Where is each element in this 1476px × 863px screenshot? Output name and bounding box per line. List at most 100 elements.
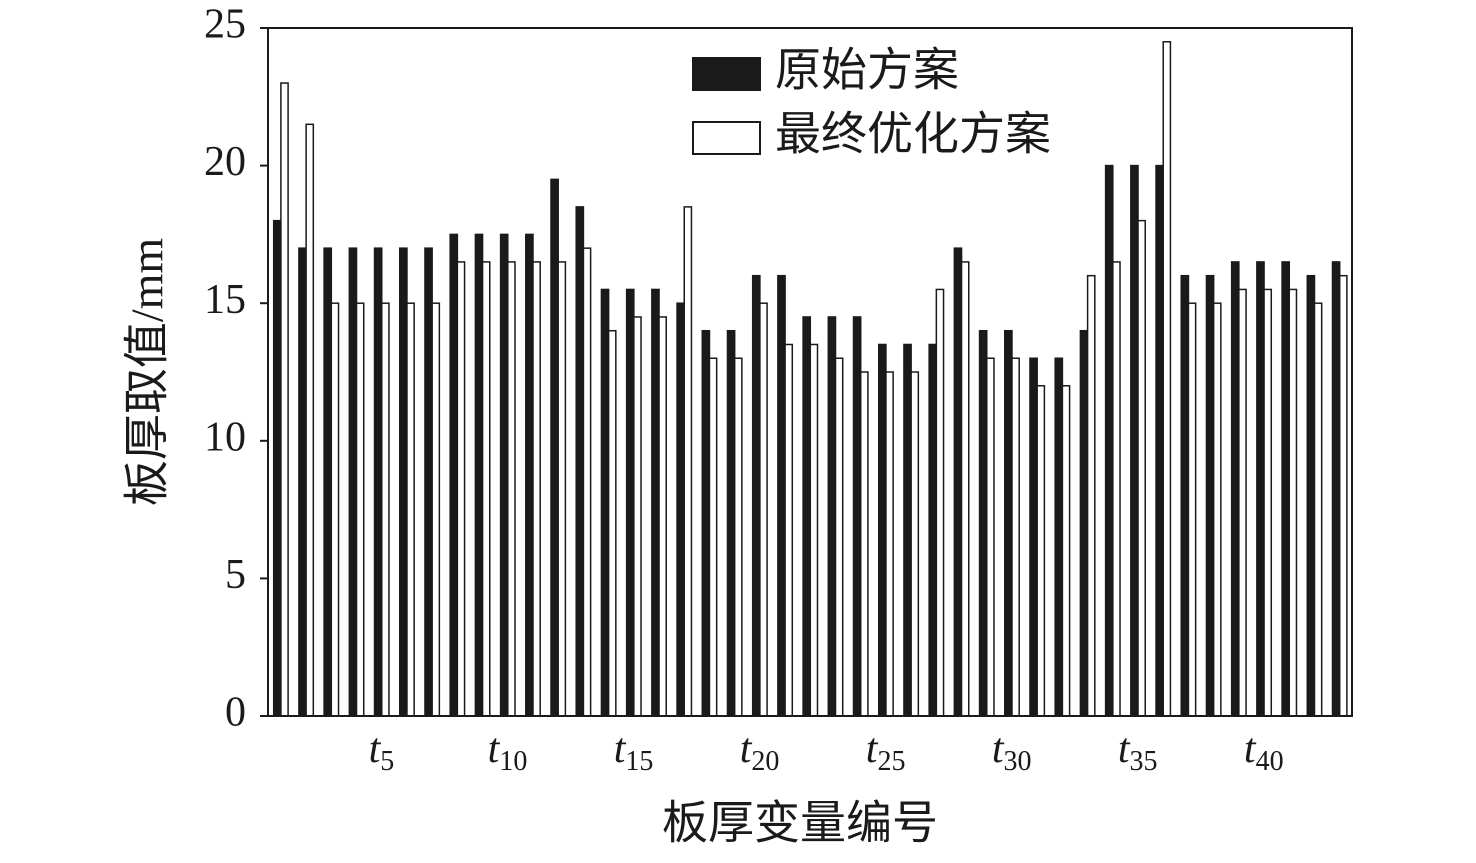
bar [1180, 274, 1190, 717]
bar [1230, 261, 1240, 717]
bar [348, 247, 358, 717]
bar [859, 371, 869, 717]
bar [802, 316, 812, 717]
bar [481, 261, 491, 717]
bar [507, 261, 516, 717]
bar [607, 329, 617, 717]
bar [449, 233, 459, 717]
bar [978, 329, 988, 717]
bar [1212, 302, 1222, 717]
bar [1338, 274, 1348, 717]
legend-label: 原始方案 [775, 45, 959, 96]
x-tick-label: t35 [1118, 726, 1158, 777]
bar [777, 274, 786, 717]
bar [651, 288, 660, 717]
bar [910, 371, 920, 717]
bar [1086, 274, 1096, 717]
bar [903, 343, 912, 717]
bar [1256, 261, 1265, 717]
bar [532, 261, 541, 717]
x-tick-label: t40 [1244, 726, 1284, 777]
bar [986, 357, 995, 717]
bar [298, 247, 307, 717]
y-tick-label: 5 [225, 552, 246, 598]
bar [1011, 357, 1020, 717]
bar [960, 261, 970, 717]
x-tick-label: t30 [992, 726, 1032, 777]
bar [1104, 164, 1114, 717]
bar [935, 288, 945, 717]
legend-swatch [692, 121, 761, 155]
bar [1004, 329, 1013, 717]
x-tick-label: t20 [740, 726, 780, 777]
bar [759, 302, 768, 717]
x-tick-label: t25 [866, 726, 906, 777]
bar [323, 247, 333, 717]
bar [582, 247, 592, 717]
bar [272, 219, 282, 717]
bar [380, 302, 390, 717]
bar [658, 316, 667, 717]
bar [827, 316, 837, 717]
bar [1130, 164, 1139, 717]
bar [1205, 274, 1215, 717]
bar [885, 371, 894, 717]
bar [330, 302, 340, 717]
bar [928, 343, 938, 717]
bar [676, 302, 686, 717]
bar [701, 329, 711, 717]
bar [1054, 357, 1064, 717]
bar [726, 329, 736, 717]
bar [355, 302, 365, 717]
bar [431, 302, 441, 717]
bar [399, 247, 408, 717]
x-tick-label: t10 [488, 726, 528, 777]
bar [625, 288, 635, 717]
x-tick-label: t15 [614, 726, 654, 777]
bar [809, 343, 819, 717]
bar [1112, 261, 1121, 717]
bar [557, 261, 567, 717]
x-tick-label: t5 [369, 726, 395, 777]
y-axis-label: 板厚取值/mm [122, 238, 173, 507]
bar [305, 123, 315, 717]
bar [633, 316, 642, 717]
bar [1238, 288, 1247, 717]
bar [550, 178, 559, 717]
bar [1061, 385, 1071, 717]
y-tick-label: 25 [204, 2, 246, 48]
y-tick-label: 15 [204, 277, 246, 323]
bar [406, 302, 415, 717]
bar [784, 343, 794, 717]
bar [456, 261, 466, 717]
bar [1187, 302, 1197, 717]
legend-swatch [692, 57, 761, 91]
bar [1036, 385, 1046, 717]
bar [1263, 288, 1273, 717]
y-tick-label: 0 [225, 690, 246, 736]
bar [852, 316, 862, 717]
plot-frame [267, 27, 1353, 717]
bar [834, 357, 844, 717]
bar [953, 247, 963, 717]
bar [600, 288, 610, 717]
bar [877, 343, 887, 717]
legend-label: 最终优化方案 [775, 109, 1051, 160]
bar [474, 233, 484, 717]
bar [751, 274, 761, 717]
x-axis-label: 板厚变量编号 [662, 798, 938, 849]
bar [1079, 329, 1089, 717]
bar [575, 206, 585, 717]
bar [708, 357, 718, 717]
bar [733, 357, 743, 717]
bar [1331, 261, 1341, 717]
y-tick-label: 20 [204, 139, 246, 185]
bar [1155, 164, 1164, 717]
bar [1288, 288, 1298, 717]
bar [1029, 357, 1038, 717]
bar [424, 247, 433, 717]
bar [1313, 302, 1323, 717]
bar [1306, 274, 1316, 717]
bar [525, 233, 534, 717]
